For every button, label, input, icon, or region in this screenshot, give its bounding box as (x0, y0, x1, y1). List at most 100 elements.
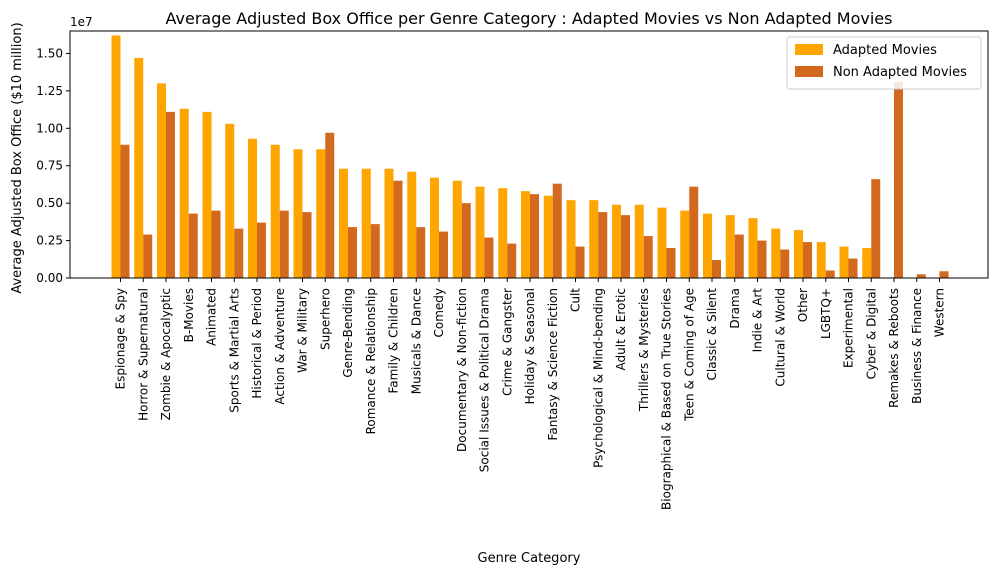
bar-adapted (361, 168, 371, 278)
axes-layer (69, 30, 989, 279)
bars-layer (111, 35, 949, 279)
x-tick-label: Espionage & Spy (114, 288, 128, 389)
bar-adapted (748, 218, 758, 278)
x-tick-label: Crime & Gangster (500, 288, 514, 396)
bar-adapted (725, 215, 735, 278)
bar-non-adapted (416, 227, 426, 278)
bar-adapted (430, 177, 439, 278)
bar-non-adapted (302, 212, 312, 278)
bar-non-adapted (370, 224, 380, 278)
x-tick-label: Romance & Relationship (364, 288, 378, 434)
x-tick-label: Action & Adventure (273, 288, 287, 405)
bar-adapted (612, 204, 621, 278)
bar-non-adapted (825, 270, 835, 278)
x-tick-label: Business & Finance (910, 288, 924, 404)
x-tick-label: Animated (205, 288, 219, 346)
y-tick-label: 0.75 (36, 159, 63, 173)
x-tick-label: Social Issues & Political Drama (478, 288, 492, 472)
bar-non-adapted (939, 271, 949, 278)
y-ticks: 0.00 0.25 0.50 0.75 1.00 1.25 1.50 (36, 46, 70, 285)
bar-adapted (498, 188, 508, 278)
legend-swatch (795, 44, 823, 55)
bar-non-adapted (461, 203, 471, 278)
bar-non-adapted (871, 179, 881, 278)
x-tick-label: Documentary & Non-fiction (455, 288, 469, 452)
bar-adapted (589, 200, 599, 278)
bar-adapted (134, 57, 144, 279)
bar-non-adapted (279, 210, 289, 278)
bar-adapted (270, 144, 280, 278)
x-tick-label: Classic & Silent (705, 288, 719, 381)
bar-adapted (475, 186, 485, 278)
x-tick-label: Cult (569, 288, 583, 312)
bar-adapted (794, 230, 803, 278)
legend-label: Non Adapted Movies (833, 65, 967, 80)
x-tick-label: Drama (728, 288, 742, 329)
bar-non-adapted (325, 132, 335, 278)
x-tick-label: Experimental (842, 288, 856, 368)
bar-adapted (839, 246, 849, 278)
plot-frame (69, 30, 989, 279)
bar-adapted (634, 204, 644, 278)
legend: Adapted Movies Non Adapted Movies (786, 36, 982, 90)
y-axis-multiplier: 1e7 (70, 15, 93, 29)
bar-adapted (339, 168, 348, 278)
bar-adapted (657, 207, 667, 278)
bar-non-adapted (143, 234, 153, 278)
legend-box (786, 36, 982, 90)
x-tick-label: Family & Children (387, 288, 401, 394)
x-tick-label: Cyber & Digital (864, 288, 878, 379)
bar-non-adapted (166, 111, 175, 278)
bar-adapted (816, 242, 826, 278)
bar-non-adapted (552, 183, 562, 278)
bar-adapted (452, 180, 462, 278)
x-tick-label: Zombie & Apocalyptic (159, 288, 173, 420)
chart-title: Average Adjusted Box Office per Genre Ca… (166, 9, 893, 28)
bar-non-adapted (188, 213, 198, 278)
bar-non-adapted (803, 242, 812, 278)
y-tick-label: 1.25 (36, 84, 63, 98)
x-tick-label: Holiday & Seasonal (523, 288, 537, 404)
bar-non-adapted (712, 260, 721, 278)
y-tick-label: 0.50 (36, 196, 63, 210)
bar-non-adapted (848, 258, 858, 278)
x-ticks: Espionage & Spy Horror & Supernatural Zomb… (114, 278, 947, 510)
x-tick-label: Adult & Erotic (614, 288, 628, 370)
bar-non-adapted (348, 227, 357, 278)
bar-adapted (111, 35, 121, 278)
x-tick-label: Remakes & Reboots (887, 288, 901, 408)
bar-non-adapted (894, 81, 903, 279)
bar-adapted (862, 248, 872, 278)
x-tick-label: LGBTQ+ (819, 288, 833, 339)
bar-non-adapted (575, 246, 585, 278)
legend-swatch (795, 66, 823, 77)
bar-non-adapted (916, 274, 926, 278)
bar-non-adapted (530, 194, 539, 278)
x-tick-label: Other (796, 288, 810, 322)
bar-adapted (202, 111, 212, 278)
y-tick-label: 0.25 (36, 234, 63, 248)
bar-non-adapted (234, 228, 244, 278)
bar-adapted (248, 138, 257, 278)
bar-non-adapted (689, 186, 699, 278)
x-tick-label: Superhero (318, 288, 332, 350)
x-tick-label: War & Military (296, 288, 310, 373)
bar-adapted (225, 123, 235, 278)
bar-adapted (680, 210, 690, 278)
bar-non-adapted (393, 180, 403, 278)
bar-non-adapted (757, 240, 767, 278)
bar-non-adapted (666, 248, 676, 278)
x-tick-label: Horror & Supernatural (136, 288, 150, 421)
legend-label: Adapted Movies (833, 43, 937, 58)
bar-adapted (771, 228, 781, 278)
y-tick-label: 1.50 (36, 46, 63, 60)
bar-adapted (179, 108, 189, 278)
x-tick-label: Sports & Martial Arts (227, 288, 241, 413)
bar-non-adapted (734, 234, 744, 278)
bar-adapted (384, 168, 394, 278)
bar-non-adapted (780, 249, 790, 278)
bar-non-adapted (257, 222, 266, 278)
bar-non-adapted (211, 210, 221, 278)
